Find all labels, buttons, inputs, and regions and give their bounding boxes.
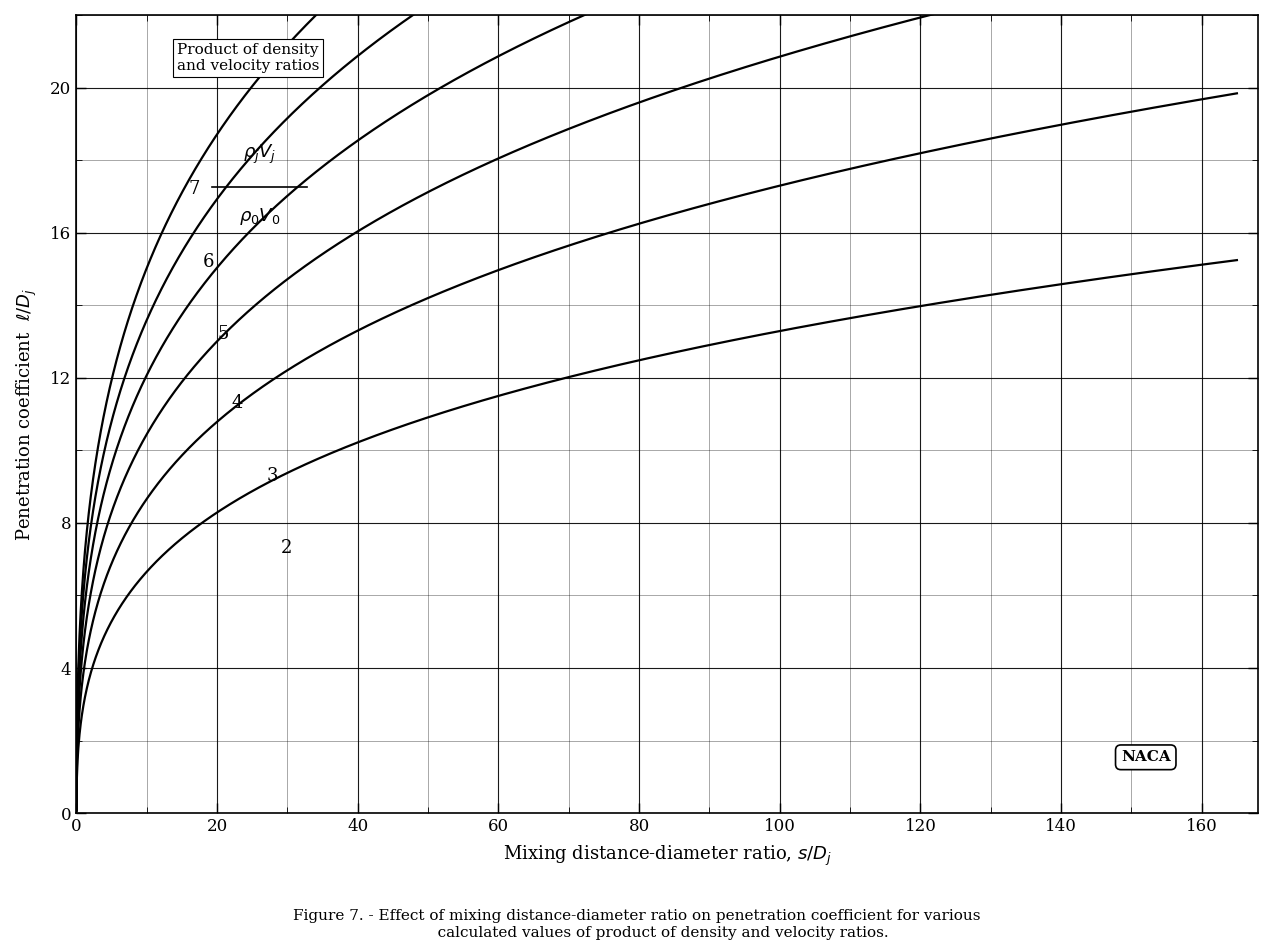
Text: Figure 7. - Effect of mixing distance-diameter ratio on penetration coefficient : Figure 7. - Effect of mixing distance-di… — [293, 909, 980, 940]
Text: 4: 4 — [232, 394, 243, 412]
X-axis label: Mixing distance-diameter ratio, $s/D_j$: Mixing distance-diameter ratio, $s/D_j$ — [503, 844, 831, 867]
Text: 2: 2 — [280, 539, 292, 557]
Text: 7: 7 — [188, 180, 200, 198]
Text: $\rho_0 V_0$: $\rho_0 V_0$ — [239, 206, 280, 227]
Text: 3: 3 — [266, 467, 278, 485]
Text: 6: 6 — [202, 252, 215, 270]
Y-axis label: Penetration coefficient  $\ell/D_j$: Penetration coefficient $\ell/D_j$ — [15, 288, 39, 541]
Text: NACA: NACA — [1120, 751, 1171, 764]
Text: Product of density
and velocity ratios: Product of density and velocity ratios — [177, 43, 320, 73]
Text: $\rho_j V_j$: $\rho_j V_j$ — [243, 143, 276, 166]
Text: 5: 5 — [218, 326, 228, 344]
